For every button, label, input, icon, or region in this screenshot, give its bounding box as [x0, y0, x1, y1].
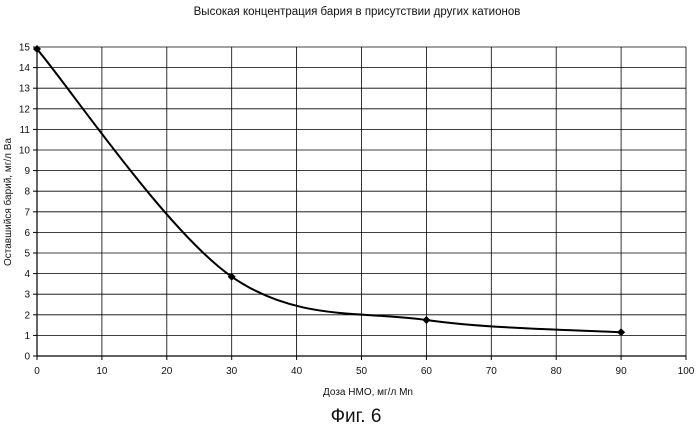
grid: [37, 47, 686, 356]
series-line: [37, 49, 621, 332]
y-tick-label: 5: [24, 249, 30, 260]
x-tick-label: 90: [616, 366, 628, 377]
chart-title: Высокая концентрация бария в присутствии…: [194, 6, 521, 18]
x-tick-label: 20: [161, 366, 173, 377]
x-tick-label: 70: [486, 366, 498, 377]
x-tick-label: 50: [356, 366, 368, 377]
y-tick-label: 12: [19, 104, 31, 115]
x-tick-label: 40: [291, 366, 303, 377]
x-tick-label: 30: [226, 366, 238, 377]
y-tick-label: 7: [24, 207, 30, 218]
axes: [33, 47, 686, 360]
x-tick-label: 10: [96, 366, 108, 377]
x-tick-label: 80: [551, 366, 563, 377]
y-tick-label: 15: [19, 43, 31, 54]
y-tick-label: 3: [24, 290, 30, 301]
x-axis-label: Доза НМО, мг/л Mn: [323, 387, 413, 398]
y-tick-label: 8: [24, 187, 30, 198]
y-axis-label: Оставшийся барий, мг/л Ba: [2, 138, 14, 266]
tick-labels: 0123456789101112131415010203040506070809…: [19, 43, 695, 378]
x-tick-label: 0: [34, 366, 40, 377]
figure-caption: Фиг. 6: [331, 406, 382, 427]
y-tick-label: 9: [24, 166, 30, 177]
y-tick-label: 11: [20, 125, 31, 136]
data-point-marker: [422, 316, 430, 324]
y-tick-label: 10: [19, 146, 31, 157]
series: [33, 45, 625, 336]
x-tick-label: 100: [678, 366, 695, 377]
x-tick-label: 60: [421, 366, 433, 377]
y-tick-label: 4: [24, 269, 30, 280]
y-tick-label: 2: [24, 310, 30, 321]
y-tick-label: 13: [19, 84, 31, 95]
y-tick-label: 0: [24, 352, 30, 363]
y-tick-label: 14: [19, 63, 31, 74]
y-tick-label: 1: [24, 331, 30, 342]
y-tick-label: 6: [24, 228, 30, 239]
